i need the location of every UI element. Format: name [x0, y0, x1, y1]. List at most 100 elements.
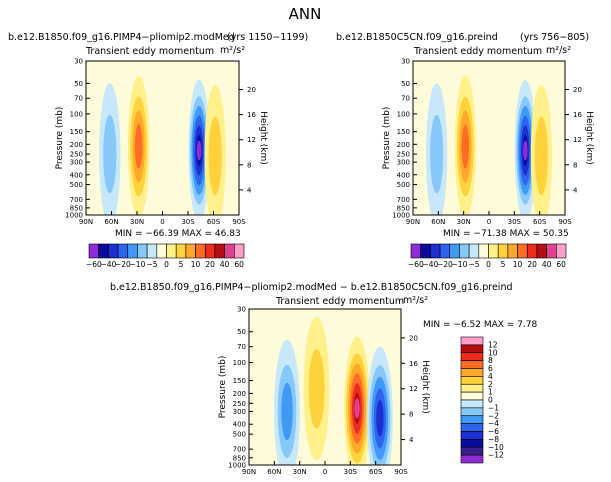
y2-tick-label: 4 [573, 186, 578, 194]
y2-tick-label: 8 [247, 161, 251, 169]
contour-band [376, 399, 384, 437]
contour-band [208, 116, 222, 196]
y2-tick-label: 16 [409, 360, 418, 368]
contour-peak [522, 140, 528, 161]
colorbar-label: −20 [115, 260, 131, 269]
y-tick-label: 700 [70, 196, 83, 204]
y2-tick-label: 20 [573, 86, 582, 94]
y-tick-label: 100 [397, 110, 410, 118]
y2-tick-label: 12 [573, 136, 582, 144]
left-panel-units: m²/s² [220, 45, 245, 56]
y2-tick-label: 8 [573, 161, 577, 169]
y-tick-label: 700 [233, 446, 246, 454]
contour-peak [354, 398, 360, 419]
y2-tick-label: 16 [247, 111, 256, 119]
colorbar-label: 20 [527, 260, 537, 269]
colorbar-swatch [460, 360, 484, 369]
contour-band [534, 116, 548, 196]
colorbar-swatch [156, 243, 167, 259]
colorbar-swatch [526, 243, 538, 259]
y-tick-label: 70 [74, 95, 83, 103]
colorbar-label: 10 [488, 348, 498, 357]
y-tick-label: 500 [70, 181, 83, 189]
y-tick-label: 300 [397, 159, 410, 167]
x-tick-label: 90N [406, 218, 420, 226]
colorbar-label: −10 [488, 443, 504, 452]
y-tick-label: 70 [237, 343, 246, 351]
x-tick-label: 0 [160, 218, 164, 226]
y-tick-label: 400 [397, 171, 410, 179]
y2-tick-label: 4 [247, 186, 252, 194]
y-tick-label: 850 [397, 204, 410, 212]
y-tick-label: 500 [397, 181, 410, 189]
colorbar-swatch [468, 243, 480, 259]
contour-band [461, 124, 470, 169]
colorbar-label: 5 [501, 260, 506, 269]
colorbar-swatch [439, 243, 451, 259]
colorbar-label: 4 [488, 372, 493, 381]
colorbar-label: 20 [205, 260, 215, 269]
colorbar-swatch [166, 243, 177, 259]
colorbar-swatch [460, 344, 484, 354]
y-tick-label: 50 [237, 328, 246, 336]
y-tick-label: 300 [233, 408, 246, 416]
left-panel-minmax: MIN = −66.39 MAX = 46.83 [115, 229, 241, 239]
x-tick-label: 30S [181, 218, 195, 226]
colorbar-label: −12 [488, 451, 504, 460]
colorbar-label: −1 [488, 403, 499, 412]
x-tick-label: 90S [394, 468, 408, 476]
x-tick-label: 60S [533, 218, 547, 226]
y2-tick-label: 4 [409, 436, 414, 444]
right-panel-years: (yrs 756−805) [520, 32, 589, 43]
colorbar-label: 10 [513, 260, 523, 269]
colorbar-label: −5 [468, 260, 479, 269]
colorbar-swatch [460, 352, 484, 361]
colorbar-swatch [460, 415, 484, 424]
colorbar-swatch [460, 407, 484, 417]
colorbar-label: −5 [146, 260, 157, 269]
colorbar-label: −20 [437, 260, 453, 269]
diff-panel-header: b.e12.B1850.f09_g16.PIMP4−pliomip2.modMe… [110, 282, 513, 293]
colorbar-label: 2 [488, 380, 493, 389]
x-tick-label: 60N [104, 218, 118, 226]
y-tick-label: 400 [233, 421, 246, 429]
contour-band [308, 348, 325, 429]
colorbar-swatch [88, 243, 99, 259]
colorbar-swatch [410, 243, 421, 259]
left-contour-plot: 90N 60N 30N 0 30S 60S 90S 30 50 70 100 150 200 250300… [55, 58, 268, 227]
y-tick-label: 700 [397, 196, 410, 204]
colorbar-swatch [460, 454, 484, 464]
colorbar-swatch [224, 243, 235, 259]
y2-axis-label: Height (km) [258, 111, 268, 165]
y2-tick-label: 8 [409, 411, 413, 419]
right-colorbar: −60−40−20−10 −5 0 5 10 20 40 60 [408, 243, 567, 269]
colorbar-label: 0 [488, 396, 493, 405]
diff-panel-subtitle: Transient eddy momentum [275, 296, 404, 307]
y-tick-label: 200 [233, 390, 246, 398]
y-tick-label: 1000 [65, 212, 83, 220]
colorbar-swatch [449, 243, 460, 259]
y2-tick-label: 12 [247, 136, 256, 144]
y-axis-label: Pressure (mb) [218, 356, 228, 419]
colorbar-swatch [460, 431, 484, 440]
right-panel-units: m²/s² [546, 45, 571, 56]
colorbar-swatch [507, 243, 518, 259]
colorbar-label: 0 [486, 260, 491, 269]
colorbar-label: −10 [452, 260, 468, 269]
contour-band [430, 114, 444, 194]
colorbar-swatch [460, 368, 484, 377]
y2-axis-label: Height (km) [420, 360, 430, 414]
y2-tick-label: 12 [409, 385, 418, 393]
colorbar-label: −60 [86, 260, 102, 269]
x-tick-label: 30N [457, 218, 471, 226]
colorbar-label: −2 [488, 411, 499, 420]
contour-band [103, 114, 117, 194]
y-tick-label: 70 [401, 95, 410, 103]
y-tick-label: 1000 [392, 212, 410, 220]
y2-tick-label: 20 [247, 86, 256, 94]
colorbar-swatch [536, 243, 547, 259]
colorbar-label: −60 [408, 260, 424, 269]
x-tick-label: 90N [79, 218, 93, 226]
colorbar-swatch [127, 243, 138, 259]
